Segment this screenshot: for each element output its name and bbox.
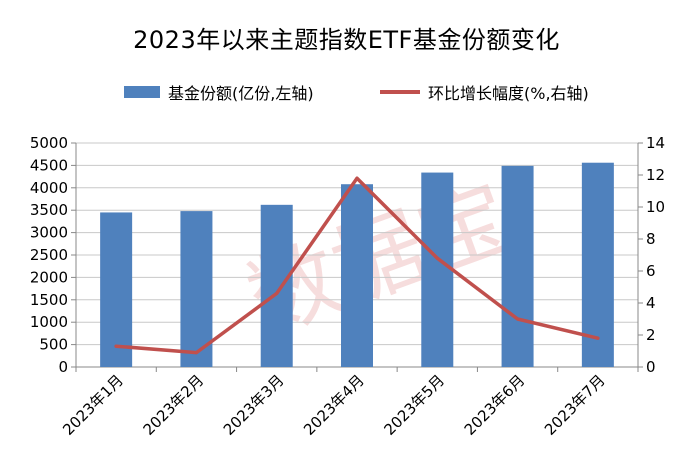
y-left-tick-label: 1000 [30,313,68,331]
line-point [114,344,118,348]
bar [501,165,534,367]
bar [260,204,293,367]
y-left-tick-label: 3000 [30,224,68,242]
bar [341,184,373,367]
y-left-tick-label: 2000 [30,268,68,286]
y-left-tick-label: 500 [39,336,68,354]
x-tick-label: 2023年5月 [380,371,448,439]
y-left-tick-label: 0 [58,358,68,376]
line-point [275,291,279,295]
x-tick-label: 2023年6月 [461,371,529,439]
legend-line-swatch [380,90,420,94]
legend-bar-swatch [124,86,160,98]
line-point [355,176,359,180]
y-left-tick-label: 5000 [30,134,68,152]
line-point [435,256,439,260]
legend-item-line: 环比增长幅度(%,右轴) [380,80,589,104]
y-right-tick-label: 2 [646,326,656,344]
legend: 基金份额(亿份,左轴) 环比增长幅度(%,右轴) [0,80,693,104]
y-left-tick-label: 4000 [30,179,68,197]
x-tick-label: 2023年2月 [140,371,208,439]
legend-label-line: 环比增长幅度(%,右轴) [428,84,589,103]
x-tick-label: 2023年4月 [300,371,368,439]
line-point [516,317,520,321]
line-point [194,351,198,355]
legend-label-bar: 基金份额(亿份,左轴) [168,84,314,103]
line-point [596,336,600,340]
y-left-tick-label: 3500 [30,201,68,219]
y-right-tick-label: 4 [646,294,656,312]
bar [421,172,454,367]
x-tick-label: 2023年7月 [541,371,609,439]
y-left-tick-label: 4500 [30,156,68,174]
y-right-tick-label: 6 [646,262,656,280]
bar [581,162,614,367]
legend-item-bar: 基金份额(亿份,左轴) [124,80,314,104]
y-left-tick-label: 2500 [30,246,68,264]
y-right-tick-label: 10 [646,198,665,216]
y-left-tick-label: 1500 [30,291,68,309]
y-right-tick-label: 14 [646,134,665,152]
bar [100,212,133,367]
bar [180,211,213,367]
y-right-tick-label: 8 [646,230,656,248]
chart-title: 2023年以来主题指数ETF基金份额变化 [133,26,560,54]
y-right-tick-label: 12 [646,166,665,184]
x-tick-label: 2023年3月 [220,371,288,439]
x-tick-label: 2023年1月 [59,371,127,439]
y-right-tick-label: 0 [646,358,656,376]
